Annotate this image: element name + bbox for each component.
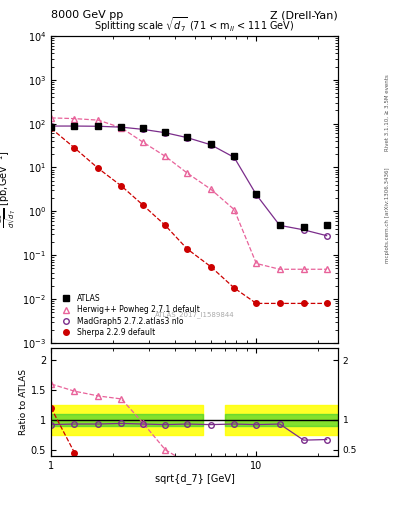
- Herwig++ Powheg 2.7.1 default: [72, 116, 77, 122]
- Line: ATLAS: ATLAS: [48, 122, 330, 230]
- Herwig++ Powheg 2.7.1 default: [277, 266, 282, 272]
- Herwig++ Powheg 2.7.1 default: [96, 117, 101, 123]
- Line: Sherpa 2.2.9 default: Sherpa 2.2.9 default: [48, 125, 329, 306]
- MadGraph5 2.7.2.atlas3 nlo: [254, 191, 259, 198]
- ATLAS: [277, 222, 282, 228]
- MadGraph5 2.7.2.atlas3 nlo: [119, 124, 124, 130]
- MadGraph5 2.7.2.atlas3 nlo: [49, 123, 53, 129]
- Text: mcplots.cern.ch [arXiv:1306.3436]: mcplots.cern.ch [arXiv:1306.3436]: [385, 167, 389, 263]
- MadGraph5 2.7.2.atlas3 nlo: [163, 130, 167, 136]
- Herwig++ Powheg 2.7.1 default: [163, 153, 167, 159]
- X-axis label: sqrt{d_7} [GeV]: sqrt{d_7} [GeV]: [154, 473, 235, 484]
- Sherpa 2.2.9 default: [324, 301, 329, 307]
- MadGraph5 2.7.2.atlas3 nlo: [208, 142, 213, 148]
- Text: ATLAS_2017_I1589844: ATLAS_2017_I1589844: [155, 312, 234, 318]
- MadGraph5 2.7.2.atlas3 nlo: [141, 126, 145, 133]
- Herwig++ Powheg 2.7.1 default: [119, 125, 124, 131]
- ATLAS: [254, 191, 259, 197]
- Text: Splitting scale $\sqrt{d_7}$ (71 < m$_{ll}$ < 111 GeV): Splitting scale $\sqrt{d_7}$ (71 < m$_{l…: [94, 15, 295, 34]
- Sherpa 2.2.9 default: [185, 246, 189, 252]
- Herwig++ Powheg 2.7.1 default: [324, 266, 329, 272]
- MadGraph5 2.7.2.atlas3 nlo: [72, 123, 77, 129]
- Herwig++ Powheg 2.7.1 default: [141, 139, 145, 145]
- Line: Herwig++ Powheg 2.7.1 default: Herwig++ Powheg 2.7.1 default: [48, 115, 330, 272]
- Herwig++ Powheg 2.7.1 default: [232, 206, 237, 212]
- ATLAS: [232, 153, 237, 159]
- Legend: ATLAS, Herwig++ Powheg 2.7.1 default, MadGraph5 2.7.2.atlas3 nlo, Sherpa 2.2.9 d: ATLAS, Herwig++ Powheg 2.7.1 default, Ma…: [55, 292, 202, 339]
- Herwig++ Powheg 2.7.1 default: [208, 186, 213, 193]
- MadGraph5 2.7.2.atlas3 nlo: [185, 135, 189, 141]
- ATLAS: [324, 222, 329, 228]
- MadGraph5 2.7.2.atlas3 nlo: [301, 227, 306, 233]
- ATLAS: [72, 122, 77, 129]
- Sherpa 2.2.9 default: [232, 285, 237, 291]
- Sherpa 2.2.9 default: [119, 183, 124, 189]
- ATLAS: [185, 134, 189, 140]
- Sherpa 2.2.9 default: [72, 145, 77, 151]
- MadGraph5 2.7.2.atlas3 nlo: [232, 154, 237, 160]
- ATLAS: [119, 123, 124, 130]
- Herwig++ Powheg 2.7.1 default: [254, 261, 259, 267]
- ATLAS: [163, 129, 167, 135]
- ATLAS: [96, 123, 101, 129]
- Herwig++ Powheg 2.7.1 default: [301, 266, 306, 272]
- ATLAS: [208, 141, 213, 147]
- Herwig++ Powheg 2.7.1 default: [49, 115, 53, 121]
- Sherpa 2.2.9 default: [277, 301, 282, 307]
- MadGraph5 2.7.2.atlas3 nlo: [324, 232, 329, 239]
- Sherpa 2.2.9 default: [254, 301, 259, 307]
- Y-axis label: $\frac{d\sigma}{d\sqrt{d_7}}$ [pb,GeV$^{-1}$]: $\frac{d\sigma}{d\sqrt{d_7}}$ [pb,GeV$^{…: [0, 151, 20, 228]
- Sherpa 2.2.9 default: [163, 222, 167, 228]
- Text: 8000 GeV pp: 8000 GeV pp: [51, 10, 123, 20]
- Herwig++ Powheg 2.7.1 default: [185, 170, 189, 176]
- MadGraph5 2.7.2.atlas3 nlo: [277, 222, 282, 228]
- Sherpa 2.2.9 default: [49, 125, 53, 132]
- ATLAS: [49, 123, 53, 130]
- Text: Z (Drell-Yan): Z (Drell-Yan): [270, 10, 338, 20]
- Sherpa 2.2.9 default: [96, 165, 101, 172]
- Sherpa 2.2.9 default: [301, 301, 306, 307]
- Sherpa 2.2.9 default: [141, 202, 145, 208]
- Y-axis label: Ratio to ATLAS: Ratio to ATLAS: [19, 369, 28, 435]
- Sherpa 2.2.9 default: [208, 264, 213, 270]
- Text: Rivet 3.1.10, ≥ 3.5M events: Rivet 3.1.10, ≥ 3.5M events: [385, 74, 389, 151]
- ATLAS: [141, 125, 145, 132]
- MadGraph5 2.7.2.atlas3 nlo: [96, 123, 101, 130]
- ATLAS: [301, 224, 306, 230]
- Line: MadGraph5 2.7.2.atlas3 nlo: MadGraph5 2.7.2.atlas3 nlo: [48, 123, 329, 239]
